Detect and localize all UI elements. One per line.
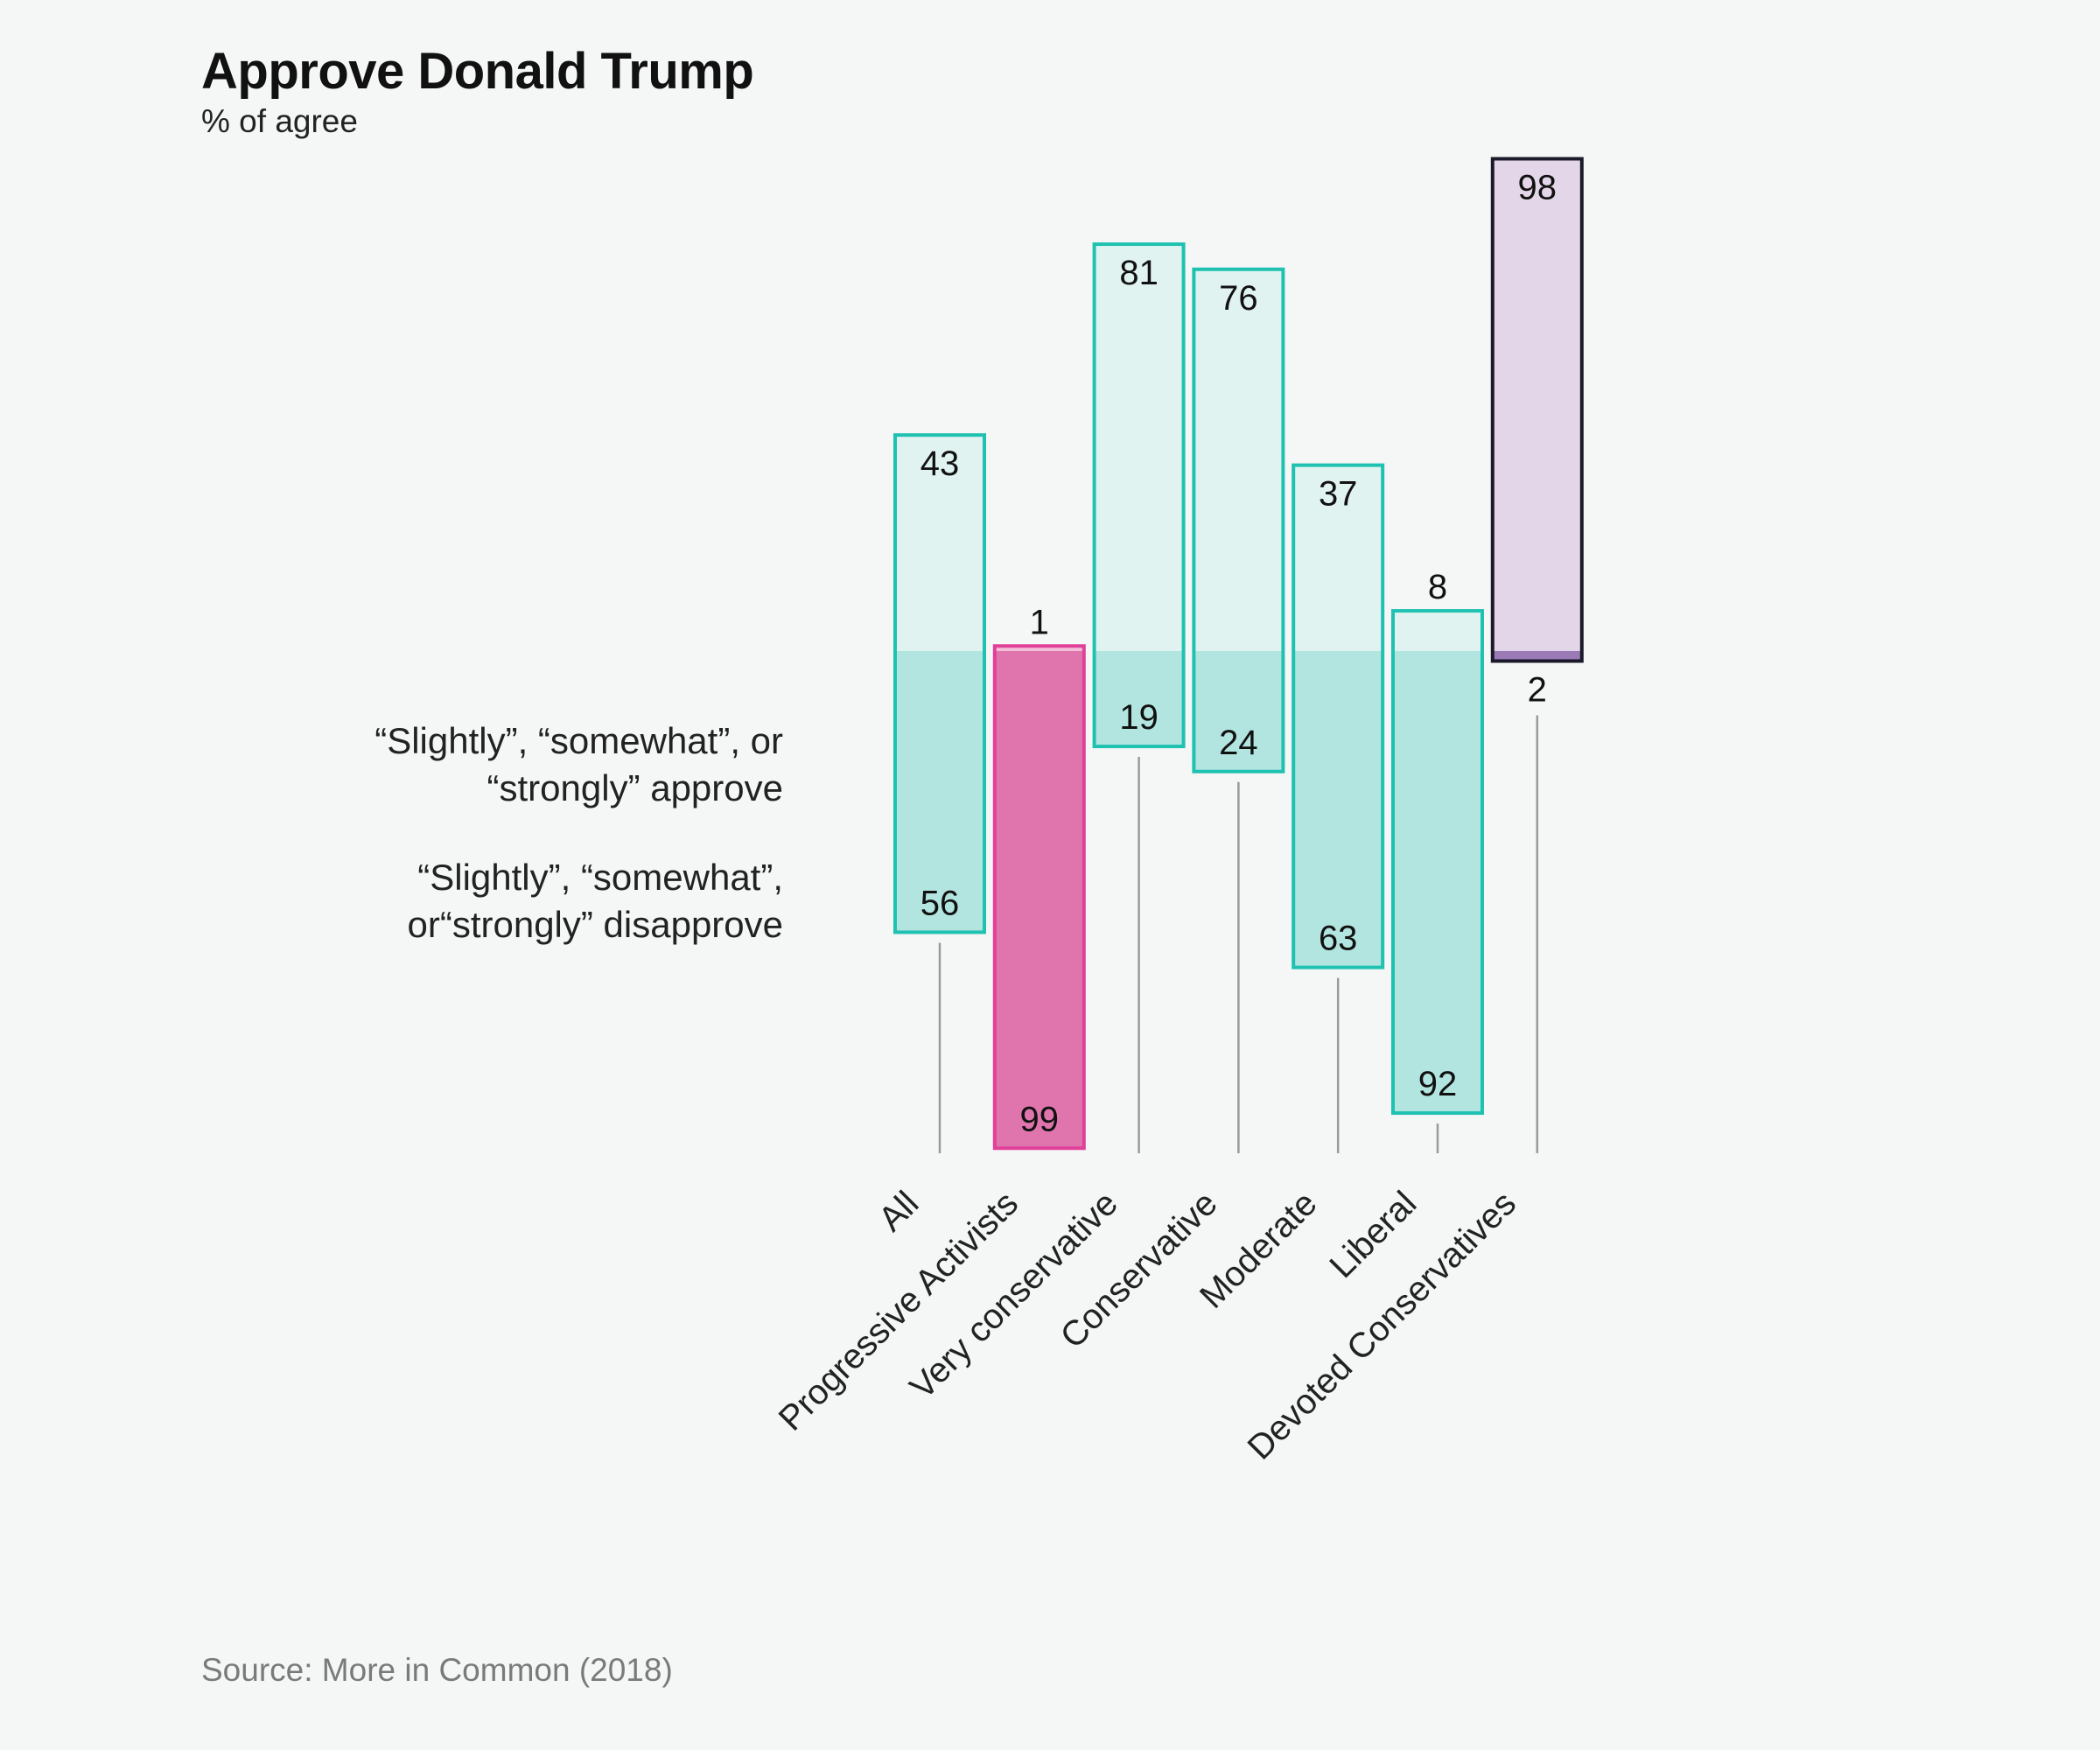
legend-disapprove-line-2: or“strongly” disapprove [407,904,783,945]
legend-disapprove-line-1: “Slightly”, “somewhat”, [417,857,783,898]
bar-approve-segment [1293,465,1383,651]
value-label-disapprove: 56 [920,884,960,922]
legend-disapprove: “Slightly”, “somewhat”, or“strongly” dis… [171,854,783,948]
bar-approve-segment [1393,611,1482,651]
value-label-disapprove: 99 [1020,1100,1060,1138]
value-label-disapprove: 2 [1528,670,1547,709]
bar-outline [1192,267,1285,774]
value-label-approve: 1 [1030,603,1049,641]
bar-outline [1391,609,1484,1116]
value-label-approve: 76 [1219,279,1258,318]
bar-approve-segment [1492,158,1582,652]
value-label-approve: 8 [1428,568,1447,606]
bar-disapprove-segment [1194,651,1284,772]
bar-disapprove-segment [1293,651,1383,968]
bar-disapprove-segment [1094,651,1184,747]
legend-approve-line-1: “Slightly”, “somewhat”, or [374,720,783,761]
bar-outline [1292,463,1385,970]
value-label-disapprove: 24 [1219,724,1258,762]
source-note: Source: More in Common (2018) [201,1652,673,1688]
chart-title: Approve Donald Trump [201,43,754,100]
bar-disapprove-segment [1393,651,1482,1114]
bar-outline [893,433,986,934]
value-label-approve: 43 [920,444,960,483]
category-label: Liberal [1322,1184,1424,1285]
value-label-disapprove: 63 [1319,920,1358,958]
bar-outline [1092,242,1186,749]
bar-approve-segment [1094,244,1184,651]
bar-outline [1490,157,1584,663]
value-label-disapprove: 19 [1119,698,1158,737]
legend-approve: “Slightly”, “somewhat”, or “strongly” ap… [171,718,783,812]
category-label: All [872,1184,927,1239]
bar-approve-segment [895,435,984,651]
value-label-approve: 81 [1119,254,1158,292]
value-label-disapprove: 92 [1418,1065,1458,1103]
chart-subtitle: % of agree [201,103,358,139]
bar-outline [992,644,1086,1151]
bar-approve-segment [994,646,1084,651]
bar-disapprove-segment [895,651,984,933]
value-label-approve: 37 [1319,475,1358,514]
legend-approve-line-2: “strongly” approve [486,767,783,808]
bar-approve-segment [1194,269,1284,651]
bar-disapprove-segment [1492,651,1582,662]
bar-disapprove-segment [994,651,1084,1149]
value-label-approve: 98 [1518,168,1558,206]
